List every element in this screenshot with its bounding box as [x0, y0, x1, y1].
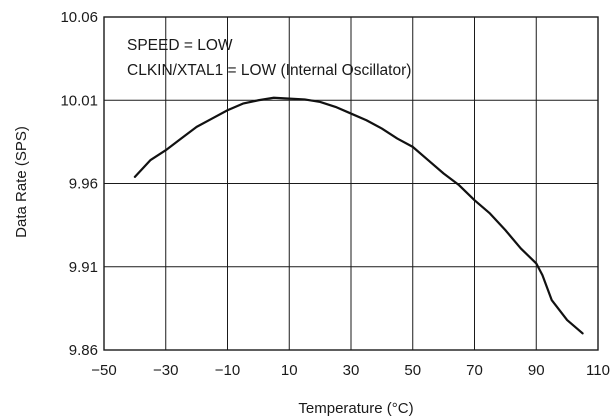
annotation-speed: SPEED = LOW — [127, 37, 233, 54]
tick-labels: −50 −30 −10 10 30 50 70 90 110 9.86 9.91 9.96 10.01 1… — [60, 9, 610, 379]
y-tick-label: 9.96 — [69, 176, 98, 193]
y-tick-label: 9.91 — [69, 259, 98, 276]
x-tick-label: −30 — [153, 362, 178, 379]
y-tick-label: 10.06 — [60, 9, 98, 26]
x-tick-label: 110 — [586, 362, 610, 379]
y-tick-label: 10.01 — [60, 92, 98, 109]
x-tick-label: 50 — [404, 362, 421, 379]
series-layer — [133, 96, 584, 335]
x-axis-label: Temperature (°C) — [298, 400, 413, 417]
annotation-clkin: CLKIN/XTAL1 = LOW (Internal Oscillator) — [127, 62, 411, 79]
x-tick-label: 30 — [343, 362, 360, 379]
x-tick-label: −10 — [215, 362, 240, 379]
x-tick-label: −50 — [91, 362, 116, 379]
x-tick-label: 70 — [466, 362, 483, 379]
x-tick-label: 90 — [528, 362, 545, 379]
x-tick-label: 10 — [281, 362, 298, 379]
series-line-0 — [133, 96, 584, 335]
grid — [103, 16, 599, 351]
plot-frame — [103, 16, 599, 351]
y-axis-label: Data Rate (SPS) — [13, 126, 30, 238]
y-tick-label: 9.86 — [69, 342, 98, 359]
